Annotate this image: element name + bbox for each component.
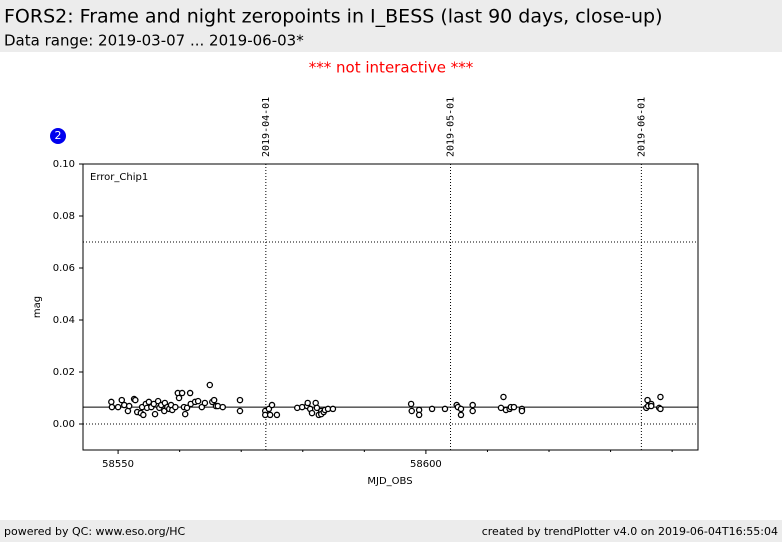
point xyxy=(236,407,244,415)
point xyxy=(108,403,116,411)
point xyxy=(304,399,311,407)
point xyxy=(457,405,465,413)
point xyxy=(178,389,186,397)
y-tick-label: 0.08 xyxy=(53,211,75,222)
y-tick-label: 0.02 xyxy=(53,367,75,378)
x-tick-label: 58600 xyxy=(410,459,442,470)
point xyxy=(647,402,655,410)
badge: 2 xyxy=(55,129,62,142)
footer-right: created by trendPlotter v4.0 on 2019-06-… xyxy=(482,525,778,538)
y-tick-label: 0.00 xyxy=(53,419,75,430)
point xyxy=(408,407,415,415)
point xyxy=(407,400,415,408)
badge-circle xyxy=(50,128,66,144)
point xyxy=(415,411,423,419)
y-axis-label: mag xyxy=(32,296,43,318)
point xyxy=(118,396,126,404)
date-marker-label: 2019-04-01 xyxy=(261,97,272,157)
point xyxy=(172,403,179,411)
point xyxy=(266,411,274,419)
point xyxy=(151,410,159,418)
point xyxy=(313,404,321,412)
point xyxy=(469,401,476,409)
notice: *** not interactive *** xyxy=(309,59,474,77)
point xyxy=(308,409,316,417)
header-band xyxy=(0,0,782,52)
point xyxy=(186,389,194,397)
point xyxy=(500,393,507,401)
point xyxy=(132,396,139,404)
point xyxy=(428,405,436,413)
x-tick-label: 58550 xyxy=(102,459,134,470)
point xyxy=(268,401,276,409)
point xyxy=(206,381,214,389)
y-tick-label: 0.10 xyxy=(53,159,75,170)
point xyxy=(150,400,158,408)
point xyxy=(469,407,476,415)
date-marker-label: 2019-06-01 xyxy=(636,97,647,157)
point xyxy=(273,411,281,419)
point xyxy=(510,403,518,411)
point xyxy=(114,403,122,411)
page-subtitle: Data range: 2019-03-07 ... 2019-06-03* xyxy=(4,32,304,50)
point xyxy=(644,396,651,404)
y-tick-label: 0.04 xyxy=(53,315,75,326)
point xyxy=(236,396,244,404)
plot-frame xyxy=(82,163,699,451)
point xyxy=(175,394,183,402)
point xyxy=(198,403,206,411)
page-title: FORS2: Frame and night zeropoints in I_B… xyxy=(4,6,663,28)
x-axis-label: MJD_OBS xyxy=(367,476,412,487)
point xyxy=(657,393,664,401)
date-marker-label: 2019-05-01 xyxy=(446,97,457,157)
point xyxy=(329,405,337,413)
annotation: Error_Chip1 xyxy=(90,172,148,183)
y-tick-label: 0.06 xyxy=(53,263,75,274)
footer-left: powered by QC: www.eso.org/HC xyxy=(4,525,186,538)
point xyxy=(183,404,191,412)
point xyxy=(140,411,147,419)
footer-band xyxy=(0,520,782,542)
point xyxy=(201,399,209,407)
point xyxy=(125,402,133,410)
point xyxy=(210,396,218,404)
point xyxy=(194,397,202,405)
point xyxy=(219,403,226,411)
point xyxy=(181,410,189,418)
point xyxy=(108,398,115,406)
point xyxy=(441,405,449,413)
point xyxy=(457,411,465,419)
point xyxy=(518,407,526,415)
point xyxy=(657,405,664,413)
